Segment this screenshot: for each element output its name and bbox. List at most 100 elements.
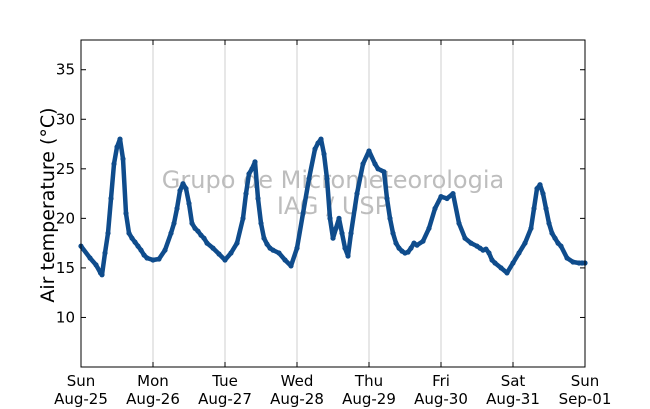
data-point xyxy=(120,156,126,162)
data-point xyxy=(360,161,366,167)
y-axis-title: Air temperature (°C) xyxy=(37,107,59,302)
data-point xyxy=(117,136,123,142)
y-tick-label: 25 xyxy=(56,160,75,178)
data-point xyxy=(129,235,135,241)
data-point xyxy=(531,205,537,212)
data-point xyxy=(201,235,207,241)
y-tick-label: 35 xyxy=(56,61,75,79)
data-point xyxy=(342,245,348,251)
y-tick-label: 30 xyxy=(56,110,75,128)
data-point xyxy=(543,205,549,212)
data-point xyxy=(381,169,387,175)
data-point xyxy=(375,166,381,172)
data-point xyxy=(111,161,117,167)
data-point xyxy=(306,176,312,182)
data-point xyxy=(177,188,183,194)
data-point xyxy=(204,240,210,246)
data-point xyxy=(384,195,390,202)
data-point xyxy=(195,228,201,234)
data-point xyxy=(537,182,543,188)
data-point xyxy=(438,194,444,200)
data-point xyxy=(498,265,504,271)
data-point xyxy=(114,144,120,150)
x-tick-date: Aug-29 xyxy=(342,390,396,408)
data-point xyxy=(264,241,270,247)
data-point xyxy=(150,257,156,263)
x-tick-weekday: Sun xyxy=(571,372,600,390)
data-point xyxy=(366,148,372,154)
data-point xyxy=(246,171,252,177)
data-point xyxy=(252,159,258,165)
watermark-line-2: IAG / USP xyxy=(277,192,389,220)
data-point xyxy=(483,246,489,252)
data-point xyxy=(108,195,114,202)
x-tick-date: Aug-25 xyxy=(54,390,108,408)
data-point xyxy=(234,240,240,246)
data-point xyxy=(123,210,129,216)
data-point xyxy=(336,215,342,221)
data-point xyxy=(288,263,294,269)
data-point xyxy=(132,239,138,245)
data-point xyxy=(249,166,255,172)
data-point xyxy=(144,255,150,261)
plot-frame xyxy=(80,39,586,368)
data-point xyxy=(93,262,99,268)
x-tick-date: Aug-30 xyxy=(414,390,468,408)
data-point xyxy=(216,251,222,257)
x-tick-weekday: Sat xyxy=(501,372,526,390)
data-point xyxy=(534,186,540,192)
data-point xyxy=(333,225,339,231)
data-point xyxy=(87,255,93,261)
data-point xyxy=(462,235,468,241)
data-point xyxy=(126,230,132,236)
y-tick-label: 10 xyxy=(56,308,75,326)
y-tick-label: 15 xyxy=(56,259,75,277)
data-point xyxy=(270,247,276,253)
data-point xyxy=(282,257,288,263)
data-point xyxy=(426,225,432,231)
x-tick-weekday: Thu xyxy=(354,372,383,390)
data-point xyxy=(345,253,351,259)
data-point xyxy=(312,146,318,152)
y-axis: 10 15 20 25 30 35 xyxy=(56,61,585,326)
data-point xyxy=(546,220,552,226)
x-tick-date: Aug-26 xyxy=(126,390,180,408)
data-point xyxy=(105,230,111,236)
x-tick-weekday: Mon xyxy=(137,372,169,390)
data-point xyxy=(99,272,105,278)
data-point xyxy=(570,259,576,265)
data-point xyxy=(258,220,264,226)
data-point xyxy=(390,230,396,236)
data-point xyxy=(528,225,534,231)
data-point xyxy=(102,250,108,256)
data-point xyxy=(492,260,498,266)
data-point xyxy=(432,205,438,212)
data-point xyxy=(276,250,282,256)
grid-lines xyxy=(152,40,514,367)
data-point xyxy=(387,215,393,221)
data-point xyxy=(261,235,267,241)
data-point xyxy=(450,191,456,197)
data-point xyxy=(222,257,228,263)
x-tick-date: Aug-31 xyxy=(486,390,540,408)
data-point xyxy=(240,215,246,221)
data-point xyxy=(228,250,234,256)
data-point xyxy=(243,191,249,197)
data-point xyxy=(162,247,168,253)
data-point xyxy=(486,250,492,256)
data-point xyxy=(522,240,528,246)
x-axis: SunAug-25MonAug-26TueAug-27WedAug-28ThuA… xyxy=(54,40,611,408)
data-point xyxy=(138,247,144,253)
data-point xyxy=(414,242,420,248)
data-point xyxy=(558,243,564,249)
x-tick-weekday: Tue xyxy=(211,372,238,390)
data-point xyxy=(444,195,450,202)
data-point xyxy=(168,230,174,236)
data-point xyxy=(393,240,399,246)
data-point xyxy=(315,140,321,146)
data-point xyxy=(321,151,327,157)
watermark: Grupo de Micrometeorologia IAG / USP xyxy=(162,166,504,220)
data-point xyxy=(186,200,192,207)
data-point xyxy=(468,240,474,246)
